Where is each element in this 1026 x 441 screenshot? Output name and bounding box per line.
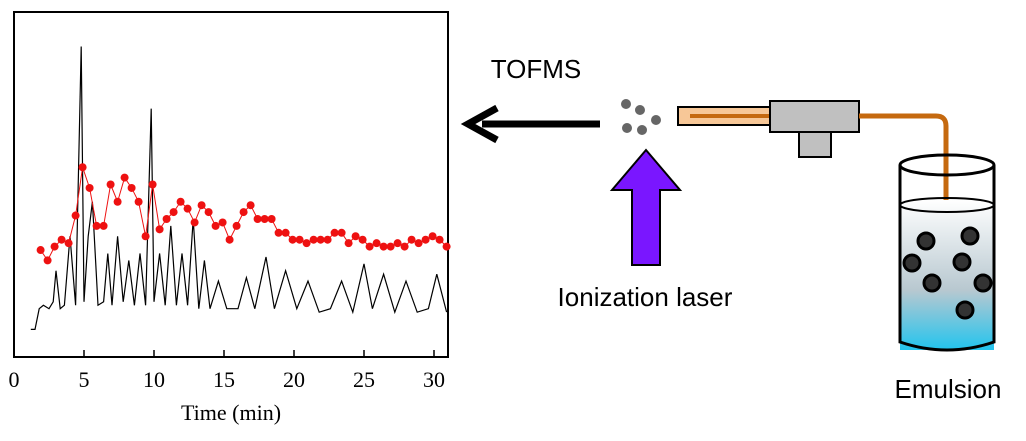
x-tick-label: 30 — [423, 367, 445, 392]
point — [85, 183, 94, 192]
point — [176, 197, 185, 206]
beaker — [898, 165, 996, 352]
point — [113, 197, 122, 206]
point — [281, 228, 290, 237]
point — [197, 201, 206, 210]
point — [92, 221, 101, 230]
valve — [769, 100, 860, 133]
x-tick-label: 10 — [143, 367, 165, 392]
point — [400, 242, 409, 251]
point — [274, 228, 283, 237]
point — [442, 242, 451, 251]
point — [134, 197, 143, 206]
laser-arrow — [609, 148, 683, 266]
x-tick-label: 0 — [9, 367, 20, 392]
tofms-label: TOFMS — [491, 54, 582, 84]
point — [148, 180, 157, 189]
point — [218, 218, 227, 227]
point — [365, 242, 374, 251]
x-tick-label: 15 — [213, 367, 235, 392]
arrow-head — [460, 104, 499, 144]
point — [183, 204, 192, 213]
x-tick-label: 20 — [283, 367, 305, 392]
laser-label: Ionization laser — [558, 282, 733, 312]
tube — [859, 113, 949, 310]
point — [435, 235, 444, 244]
x-tick-label: 25 — [353, 367, 375, 392]
point — [288, 235, 297, 244]
point — [71, 211, 80, 220]
x-tick-label: 5 — [79, 367, 90, 392]
point — [302, 239, 311, 248]
point — [386, 242, 395, 251]
point — [169, 208, 178, 217]
point — [211, 221, 220, 230]
point — [407, 235, 416, 244]
ions — [621, 99, 661, 135]
emulsion-label: Emulsion — [895, 374, 1002, 404]
point — [246, 201, 255, 210]
point — [267, 215, 276, 223]
droplets — [902, 226, 993, 320]
point — [253, 215, 262, 223]
point — [155, 225, 164, 234]
point — [232, 221, 241, 230]
point — [141, 232, 150, 241]
point — [428, 232, 437, 241]
point — [127, 183, 136, 192]
point — [190, 218, 199, 227]
point — [421, 235, 430, 244]
point — [106, 180, 115, 189]
point — [309, 235, 318, 244]
point — [239, 208, 248, 217]
point — [57, 235, 66, 244]
point — [323, 235, 332, 244]
x-axis-label: Time (min) — [181, 400, 281, 425]
point — [225, 235, 234, 244]
beaker-rim — [898, 153, 996, 177]
point — [36, 246, 45, 255]
point — [260, 215, 269, 223]
point — [379, 242, 388, 251]
point — [64, 239, 73, 248]
point — [351, 232, 360, 241]
point — [337, 228, 346, 237]
point — [393, 239, 402, 248]
point — [99, 221, 108, 230]
point — [43, 256, 52, 265]
point — [358, 235, 367, 244]
valve-base — [798, 128, 832, 158]
point — [162, 215, 171, 223]
point — [295, 235, 304, 244]
point — [78, 163, 87, 172]
point — [414, 239, 423, 248]
series-line — [30, 46, 448, 330]
point — [316, 235, 325, 244]
point — [50, 242, 59, 251]
point — [330, 228, 339, 237]
point — [120, 173, 129, 182]
plot-frame — [13, 11, 449, 358]
point — [372, 239, 381, 248]
point — [344, 239, 353, 248]
point — [204, 208, 213, 217]
